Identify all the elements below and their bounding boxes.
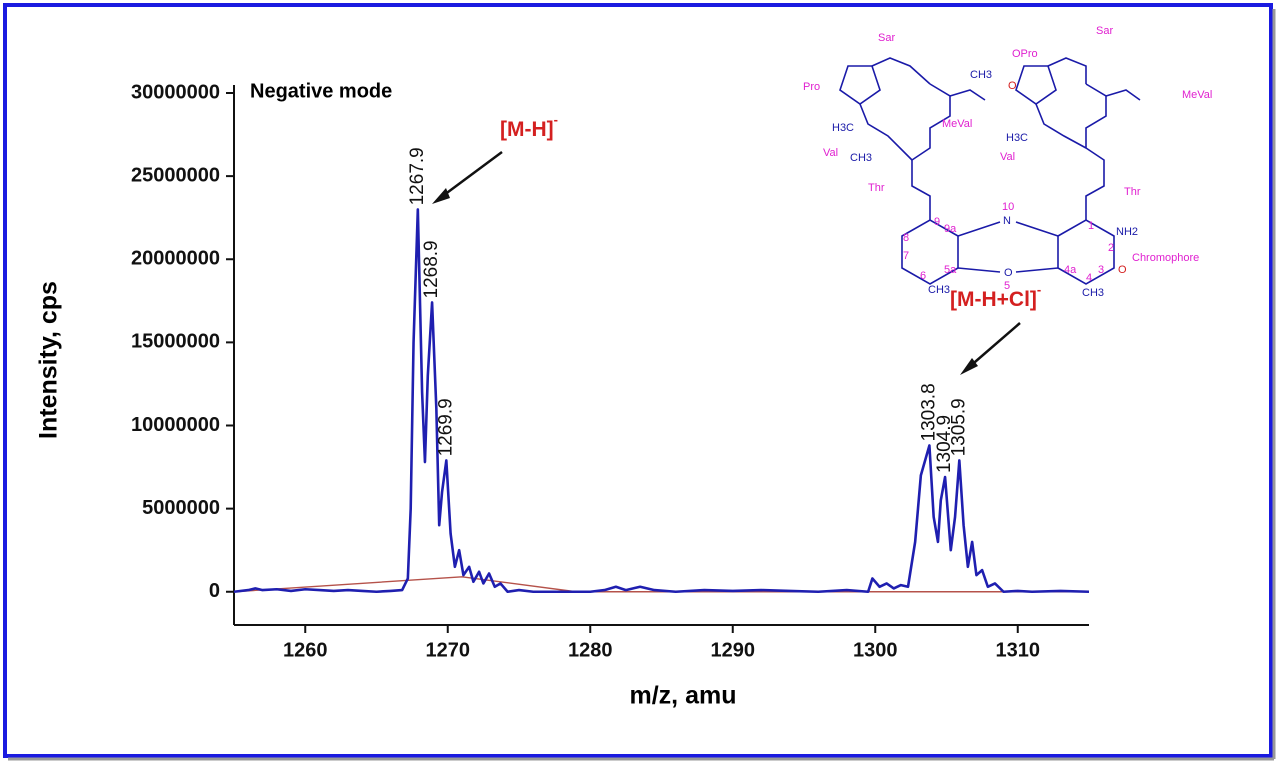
ion-superscript: -	[1037, 282, 1041, 297]
x-tick-label: 1260	[283, 639, 328, 661]
position: 2	[1108, 242, 1114, 254]
residue: Sar	[1096, 25, 1113, 37]
ion-text: [M-H+Cl]	[950, 288, 1037, 311]
arrowhead	[960, 358, 978, 375]
position: 5	[1004, 280, 1010, 292]
residue: Val	[1000, 151, 1015, 163]
residue: Sar	[878, 32, 895, 44]
structure: Sar Sar Pro OPro MeVal MeVal Val Val Thr…	[803, 25, 1212, 299]
x-tick-label: 1290	[711, 639, 756, 661]
peak-label: 1303.8	[918, 383, 939, 441]
mode-label: Negative mode	[250, 80, 392, 102]
x-tick-label: 1270	[426, 639, 471, 661]
chain	[1105, 89, 1141, 101]
atom: CH3	[928, 284, 950, 296]
spectrum-line	[233, 208, 1090, 594]
arrow	[439, 150, 503, 200]
atom: N	[1003, 215, 1011, 227]
residue: Thr	[868, 182, 885, 194]
y-tick-label: 20000000	[131, 248, 220, 270]
peak-label: 1269.9	[435, 398, 456, 456]
y-axis-label: Intensity, cps	[35, 281, 63, 439]
peak-label: 1267.9	[407, 147, 428, 205]
y-tick-label: 25000000	[131, 164, 220, 186]
position: 7	[903, 250, 909, 262]
y-tick-label: 5000000	[142, 497, 220, 519]
peak-label: 1305.9	[948, 398, 969, 456]
bond	[1015, 221, 1059, 237]
chain	[949, 89, 986, 101]
residue: Thr	[1124, 186, 1141, 198]
peak-label: 1304.9	[934, 415, 955, 473]
atom: O	[1008, 80, 1017, 92]
position: 9a	[944, 223, 957, 235]
atom: O	[1004, 267, 1013, 279]
atom: CH3	[850, 152, 872, 164]
position: 3	[1098, 264, 1104, 276]
chain	[1035, 103, 1087, 149]
position: 10	[1002, 201, 1014, 213]
ring	[1015, 65, 1057, 105]
chain	[1047, 57, 1087, 84]
atom: O	[1118, 264, 1127, 276]
bond	[1015, 267, 1059, 273]
peak-label: 1268.9	[421, 240, 442, 298]
position: 5a	[944, 264, 957, 276]
y-tick-label: 30000000	[131, 81, 220, 103]
arrow	[967, 322, 1021, 369]
atom: NH2	[1116, 226, 1138, 238]
position: 8	[903, 232, 909, 244]
residue: MeVal	[1182, 89, 1212, 101]
position: 6	[920, 270, 926, 282]
atom: H3C	[832, 122, 854, 134]
position: 4	[1086, 272, 1092, 284]
position: 1	[1088, 220, 1094, 232]
chain	[911, 83, 951, 220]
residue: Pro	[803, 81, 820, 93]
atom: CH3	[970, 69, 992, 81]
position: 4a	[1064, 264, 1077, 276]
chain	[871, 57, 931, 85]
x-tick-label: 1310	[996, 639, 1041, 661]
chain	[859, 103, 913, 161]
x-tick-label: 1280	[568, 639, 613, 661]
y-tick-label: 10000000	[131, 414, 220, 436]
y-tick-label: 0	[209, 580, 220, 602]
residue: Val	[823, 147, 838, 159]
arrowhead	[432, 188, 450, 204]
ring	[839, 65, 881, 105]
x-axis-label: m/z, amu	[630, 682, 737, 710]
atom: CH3	[1082, 287, 1104, 299]
ion-label: [M-H]-	[500, 112, 558, 140]
position: 9	[934, 216, 940, 228]
ion-text: [M-H]	[500, 118, 554, 141]
residue: OPro	[1012, 48, 1038, 60]
x-tick-label: 1300	[853, 639, 898, 661]
y-tick-label: 15000000	[131, 331, 220, 353]
atom: H3C	[1006, 132, 1028, 144]
ion-label: [M-H+Cl]-	[950, 282, 1041, 310]
residue: Chromophore	[1132, 252, 1199, 264]
bond	[957, 267, 1001, 273]
bond	[957, 221, 1001, 237]
frame	[3, 3, 1273, 758]
ion-superscript: -	[554, 112, 558, 127]
residue: MeVal	[942, 118, 972, 130]
